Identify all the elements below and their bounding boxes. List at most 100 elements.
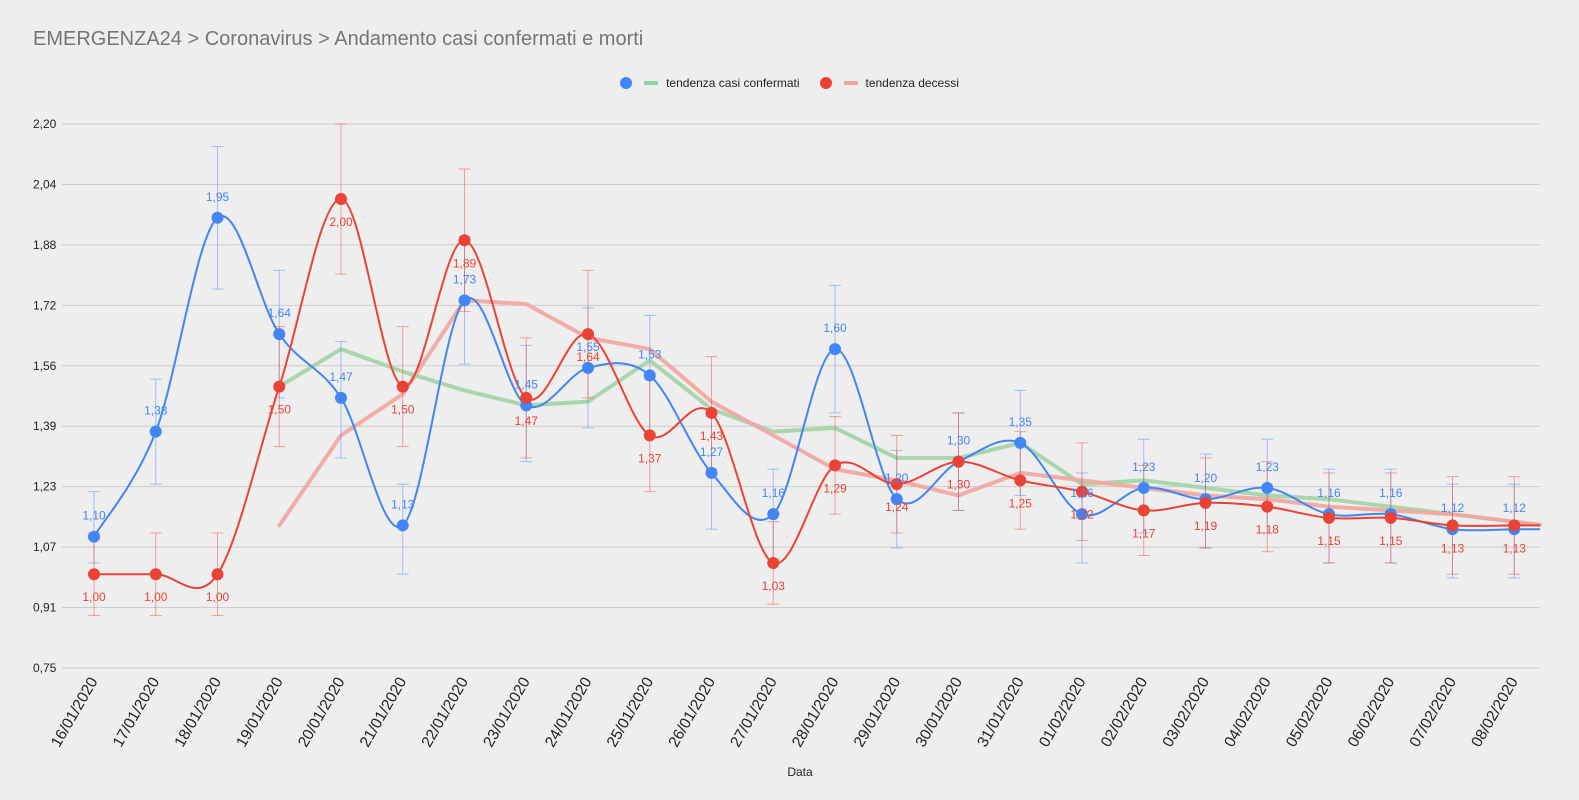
x-tick-label: 22/01/2020	[418, 674, 472, 750]
legend-line-deaths-trend	[843, 81, 858, 85]
point-confirmed	[582, 361, 594, 374]
data-label-deaths: 1,50	[391, 403, 415, 417]
point-deaths	[1076, 485, 1088, 498]
x-tick-label: 29/01/2020	[851, 674, 905, 750]
x-tick-label: 30/01/2020	[912, 674, 966, 750]
y-axis-ticks: 2,20 2,04 1,88 1,72 1,56 1,39 1,23 1,07 0,91 0,75	[33, 117, 57, 675]
point-deaths	[396, 380, 409, 393]
data-label-deaths: 1,47	[515, 414, 539, 428]
data-label-deaths: 1,89	[453, 256, 477, 270]
data-label-confirmed: 1,20	[1194, 471, 1218, 485]
data-label-confirmed: 1,16	[1317, 486, 1341, 500]
y-tick-label: 0,91	[33, 601, 57, 615]
x-tick-label: 25/01/2020	[604, 674, 658, 750]
point-deaths	[335, 193, 347, 206]
y-tick-label: 0,75	[33, 661, 57, 675]
data-label-deaths: 1,00	[82, 590, 106, 604]
point-deaths	[643, 429, 656, 442]
x-tick-label: 23/01/2020	[480, 674, 534, 750]
point-confirmed	[396, 519, 409, 532]
data-label-confirmed: 1,10	[82, 509, 106, 523]
point-confirmed	[1137, 481, 1150, 494]
data-label-deaths: 1,13	[1441, 541, 1465, 555]
x-tick-label: 01/02/2020	[1036, 674, 1090, 750]
x-tick-label: 02/02/2020	[1098, 674, 1152, 750]
y-tick-label: 1,88	[33, 238, 57, 252]
point-deaths	[273, 380, 286, 393]
x-tick-label: 20/01/2020	[295, 674, 349, 750]
data-label-confirmed: 1,16	[1070, 486, 1094, 500]
point-confirmed	[1014, 436, 1027, 449]
x-tick-label: 19/01/2020	[233, 674, 287, 750]
legend-dot-confirmed	[620, 77, 633, 89]
x-tick-label: 06/02/2020	[1345, 674, 1399, 750]
data-label-confirmed: 1,60	[823, 321, 847, 335]
data-label-confirmed: 1,13	[391, 497, 415, 511]
data-label-confirmed: 1,20	[885, 471, 909, 485]
data-label-confirmed: 1,55	[576, 340, 600, 354]
x-tick-label: 21/01/2020	[357, 674, 411, 750]
x-tick-label: 27/01/2020	[727, 674, 781, 750]
x-tick-label: 16/01/2020	[48, 674, 102, 750]
data-label-deaths: 1,25	[1009, 496, 1033, 510]
point-deaths	[149, 568, 162, 581]
point-deaths	[1014, 474, 1027, 487]
legend-item-deaths[interactable]: tendenza decessi	[819, 76, 959, 90]
x-tick-label: 17/01/2020	[110, 674, 164, 750]
data-labels-confirmed: 1,10 1,38 1,95 1,64 1,47 1,13 1,73 1,45 1,55 1,53…	[82, 190, 1526, 523]
trend-line-confirmed	[277, 347, 1542, 527]
legend-line-confirmed-trend	[644, 81, 659, 85]
data-label-confirmed: 1,16	[1379, 486, 1403, 500]
legend-item-confirmed[interactable]: tendenza casi confermati	[620, 76, 800, 90]
legend-label-deaths: tendenza decessi	[865, 76, 959, 90]
data-label-confirmed: 1,53	[638, 347, 662, 361]
data-label-deaths: 1,13	[1503, 541, 1527, 555]
data-label-confirmed: 1,35	[1009, 415, 1033, 429]
data-label-deaths: 1,03	[762, 579, 786, 593]
data-label-confirmed: 1,47	[329, 370, 353, 384]
data-label-confirmed: 1,12	[1503, 501, 1527, 515]
point-confirmed	[1261, 481, 1274, 494]
y-tick-label: 2,20	[33, 117, 57, 131]
y-tick-label: 1,72	[33, 298, 57, 312]
x-tick-label: 31/01/2020	[974, 674, 1028, 750]
legend-dot-deaths	[819, 77, 832, 89]
data-label-deaths: 1,37	[638, 451, 662, 465]
point-confirmed	[1076, 508, 1088, 521]
data-label-deaths: 2,00	[329, 215, 353, 229]
y-tick-label: 1,07	[33, 540, 57, 554]
point-confirmed	[211, 211, 224, 224]
point-deaths	[1384, 511, 1397, 524]
gridlines	[62, 123, 1540, 669]
line-deaths	[93, 197, 1540, 590]
point-deaths	[1137, 504, 1150, 517]
x-tick-label: 05/02/2020	[1283, 674, 1337, 750]
data-label-confirmed: 1,23	[1132, 460, 1156, 474]
data-label-confirmed: 1,95	[206, 190, 230, 204]
point-deaths	[1323, 511, 1335, 524]
x-tick-label: 24/01/2020	[542, 674, 596, 750]
data-label-confirmed: 1,27	[700, 445, 724, 459]
point-deaths	[767, 556, 780, 569]
point-confirmed	[705, 466, 718, 479]
points-deaths	[88, 193, 1521, 581]
point-deaths	[829, 459, 841, 472]
y-tick-label: 1,23	[33, 480, 57, 494]
data-label-deaths: 1,24	[885, 500, 909, 514]
x-axis-title: Data	[787, 765, 813, 779]
data-label-deaths: 1,43	[700, 429, 724, 443]
point-deaths	[705, 406, 718, 419]
x-tick-label: 18/01/2020	[171, 674, 225, 750]
x-tick-label: 07/02/2020	[1406, 674, 1460, 750]
data-label-deaths: 1,15	[1317, 534, 1341, 548]
legend: tendenza casi confermati tendenza decess…	[0, 76, 1579, 90]
point-confirmed	[829, 343, 841, 356]
point-deaths	[88, 568, 100, 581]
point-deaths	[890, 478, 903, 491]
point-confirmed	[890, 493, 903, 506]
data-label-deaths: 1,00	[206, 590, 230, 604]
data-label-confirmed: 1,30	[947, 434, 971, 448]
data-label-confirmed: 1,12	[1441, 501, 1465, 515]
point-confirmed	[273, 328, 286, 341]
